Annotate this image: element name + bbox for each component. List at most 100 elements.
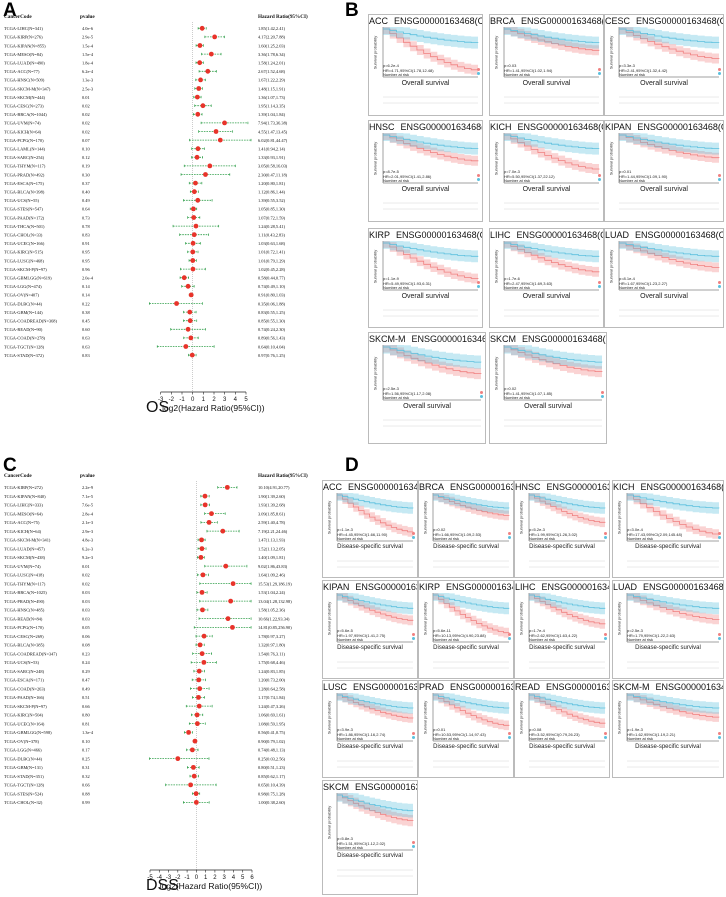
- p-value: 0.01: [82, 95, 90, 100]
- km-hr: HR=4.71,95%CI(1.78,12.48): [383, 67, 434, 73]
- km-hr: HR=1.99,95%CI(1.26,3.02): [529, 531, 578, 537]
- km-legend: [411, 732, 415, 740]
- legend-swatch: [477, 281, 480, 284]
- km-cancer-name: SKCM: [490, 334, 517, 344]
- high-expression-ci-band: [337, 493, 413, 538]
- km-y-label: Survival probability: [422, 601, 428, 635]
- high-expression-ci-band: [504, 133, 599, 175]
- hazard-ratio: 0.64(0.10,4.04): [258, 344, 286, 350]
- p-value: 2.9e-5: [82, 35, 94, 40]
- km-plot-brca: BRCA ENSG00000163468(CCT3) p=0.03HR=1.41,9…: [489, 14, 604, 116]
- legend-swatch: [508, 633, 511, 636]
- legend-swatch: [718, 536, 721, 539]
- panel-label-b: B: [345, 0, 359, 21]
- hazard-ratio: 0.83(0.55,1.25): [258, 310, 286, 316]
- cancer-code: TCGA-CESC(N=273): [4, 104, 44, 109]
- p-value: 4.8e-3: [82, 538, 94, 543]
- low-expression-curve: [383, 242, 479, 257]
- legend-swatch: [412, 845, 415, 848]
- hr-point: [199, 651, 205, 657]
- high-expression-ci-band: [383, 241, 478, 284]
- hazard-ratio: 1.17(0.74,1.84): [258, 695, 286, 701]
- km-curve-svg: [528, 593, 606, 669]
- forest-row: TCGA-SKCM-P(N=97) 0.66 1.24(0.47,3.26): [4, 703, 286, 710]
- forest-row: TCGA-PRAD(N=492) 0.30 2.30(0.47,11.18): [4, 172, 288, 178]
- km-cancer-name: PRAD: [419, 682, 445, 692]
- cancer-code: TCGA-STES(N=547): [4, 207, 43, 212]
- hazard-ratio: 2.30(0.47,11.18): [258, 172, 288, 178]
- forest-row: TCGA-SARC(N=254) 0.12 1.33(0.93,1.91): [4, 154, 286, 161]
- cancer-code: TCGA-BRCA(N=1025): [4, 590, 47, 595]
- km-title: KIPAN ENSG00000163468(CCT3): [605, 122, 723, 132]
- hazard-ratio: 1.00(0.38,2.60): [258, 800, 286, 806]
- cancer-code: TCGA-UCS(N=55): [4, 198, 39, 203]
- hazard-ratio: 10.10(4.91,20.77): [258, 485, 290, 491]
- legend-swatch: [598, 174, 601, 177]
- x-tick-label: 2: [212, 397, 216, 403]
- legend-swatch: [718, 174, 721, 177]
- hazard-ratio: 7.19(2.21,24.46): [258, 529, 288, 535]
- x-axis-label: log2(Hazard Ratio(95%CI)): [160, 881, 263, 891]
- km-legend: [717, 732, 721, 740]
- header-pvalue: pvalue: [80, 14, 95, 20]
- km-p-value: p=6.2e-4: [383, 63, 399, 68]
- hazard-ratio: 1.08(0.59,1.95): [258, 721, 286, 727]
- km-cancer-name: HNSC: [515, 482, 541, 492]
- km-y-label: Survival probability: [616, 601, 622, 635]
- hazard-ratio: 1.05(0.85,1.30): [258, 207, 286, 213]
- high-expression-ci-band: [337, 793, 413, 827]
- km-risk-label: Number at risk: [433, 637, 460, 643]
- cancer-code: TCGA-OV(N=378): [4, 739, 39, 744]
- km-title: LUSC ENSG00000163468(CCT3): [323, 682, 417, 692]
- hr-point: [206, 519, 212, 525]
- hr-point: [200, 607, 205, 613]
- hr-point: [193, 223, 199, 229]
- cancer-code: TCGA-STES(N=524): [4, 791, 43, 796]
- forest-row: TCGA-KICH(N=64) 0.02 4.55(1.47,13.45): [4, 129, 288, 135]
- km-plot-hnsc: HNSC ENSG00000163468(CCT3) p=5.2e-3HR=1.99…: [514, 480, 610, 578]
- hr-point: [213, 129, 219, 134]
- km-stats: p=3.0e-4 HR=17.43,95%CI(2.09,145.48) Numbe…: [627, 527, 682, 542]
- hazard-ratio: 0.74(0.24,2.30): [258, 327, 286, 333]
- hr-point: [199, 546, 205, 552]
- km-p-value: p=8.7e-5: [383, 169, 399, 174]
- km-y-label: Survival probability: [422, 700, 428, 735]
- cancer-code: TCGA-BLCA(N=398): [4, 190, 45, 195]
- hr-point: [187, 309, 193, 315]
- p-value: 1.8e-4: [82, 61, 94, 66]
- forest-plot-svg: CancerCode pvalue Hazard Ratio(95%CI) TCGA-…: [4, 13, 308, 416]
- p-value: 0.66: [82, 783, 90, 788]
- km-hr: HR=5.49,95%CI(1.93,6.31): [383, 280, 432, 286]
- hr-point: [199, 25, 205, 31]
- km-stats: p=8.1e-4 HR=1.67,95%CI(1.23,2.27) Number a…: [619, 276, 667, 291]
- km-title: HNSC ENSG00000163468(CCT3): [369, 122, 482, 132]
- hazard-ratio: 1.53(1.04,2.24): [258, 590, 286, 596]
- p-value: 0.83: [82, 233, 90, 238]
- km-plot-skcm-m: SKCM-M ENSG00000163468(CCT3) p=1.9e-3HR=1.…: [612, 680, 724, 778]
- hazard-ratio: 0.35(0.06,1.88): [258, 301, 286, 307]
- cancer-code: TCGA-THYM(N=117): [4, 164, 46, 169]
- km-cancer-name: ACC: [323, 482, 343, 492]
- km-legend: [479, 391, 483, 399]
- km-hr: HR=3.52,95%CI(0.79,26.23): [529, 731, 580, 737]
- hr-point: [188, 335, 194, 341]
- x-tick-label: -2: [175, 875, 181, 881]
- p-value: 9.2e-3: [82, 555, 94, 560]
- km-stats: p=1.9e-3 HR=1.62,95%CI(1.19,2.21) Number a…: [627, 727, 675, 742]
- km-title: CESC ENSG00000163468(CCT3): [605, 16, 723, 26]
- km-legend: [597, 174, 601, 182]
- km-hr: HR=2.41,95%CI(1.32,4.42): [619, 67, 668, 73]
- hazard-ratio: 6.02(0.81,44.47): [258, 138, 288, 144]
- forest-row: TCGA-UVM(N=74) 0.02 7.94(1.73,36.38): [4, 120, 288, 127]
- km-legend: [597, 68, 601, 76]
- km-gene: ENSG00000163468(CCT3): [517, 122, 603, 132]
- cancer-code: TCGA-HNSC(N=485): [4, 608, 45, 613]
- hazard-ratio: 10.66(1.22,93.34): [258, 616, 290, 622]
- km-curve-svg: [626, 593, 720, 669]
- km-risk-label: Number at risk: [337, 536, 364, 542]
- p-value: 0.02: [82, 129, 90, 134]
- km-title: SKCM ENSG00000163468(CCT3): [323, 782, 417, 792]
- high-expression-curve: [383, 242, 479, 279]
- km-p-value: p=2.5e-3: [627, 628, 643, 633]
- x-tick-label: 0: [191, 397, 195, 403]
